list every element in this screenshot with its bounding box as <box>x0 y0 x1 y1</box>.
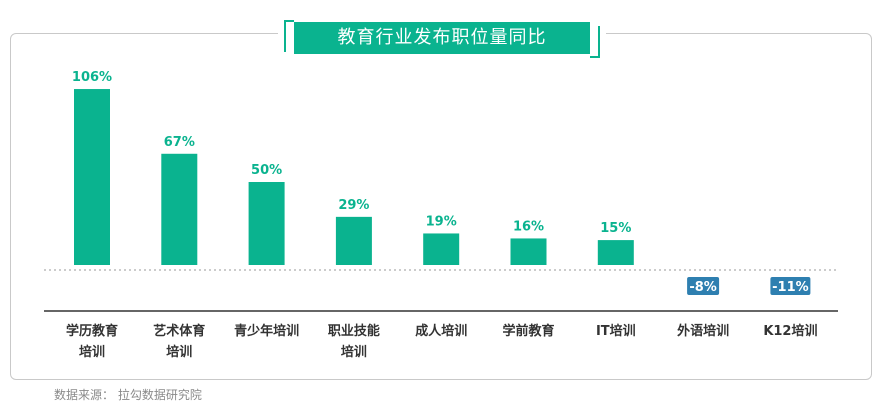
data-label-6: 15% <box>600 221 631 236</box>
category-label-3-line-0: 职业技能 <box>328 323 380 339</box>
data-label-bg-7 <box>687 277 720 295</box>
data-label-3: 29% <box>338 198 369 213</box>
category-label-2: 青少年培训 <box>234 323 299 339</box>
chart-title: 教育行业发布职位量同比 <box>294 22 590 54</box>
bar-4 <box>423 233 460 265</box>
bar-3 <box>335 216 372 265</box>
data-label-4: 19% <box>426 214 457 229</box>
category-label-1-line-0: 艺术体育 <box>153 323 205 339</box>
category-label-8: K12培训 <box>763 323 817 339</box>
title-bracket-right <box>590 26 600 58</box>
category-label-7: 外语培训 <box>676 323 729 339</box>
data-label-7: -8% <box>689 280 716 295</box>
category-label-3-line-1: 培训 <box>341 344 367 360</box>
bar-6 <box>597 240 634 265</box>
data-label-5: 16% <box>513 219 544 234</box>
category-label-4: 成人培训 <box>415 323 467 339</box>
data-source: 数据来源： 拉勾数据研究院 <box>54 388 202 402</box>
category-label-6: IT培训 <box>596 323 636 339</box>
data-label-0: 106% <box>72 70 112 85</box>
title-block: 教育行业发布职位量同比 <box>278 16 606 60</box>
data-label-bg-8 <box>770 277 811 295</box>
bar-5 <box>510 238 547 265</box>
data-label-2: 50% <box>251 163 282 178</box>
data-label-1: 67% <box>164 135 195 150</box>
data-label-8: -11% <box>772 280 809 295</box>
category-label-5: 学前教育 <box>502 323 554 339</box>
bar-1 <box>161 153 198 265</box>
category-label-0-line-0: 学历教育 <box>66 323 118 339</box>
category-label-1-line-1: 培训 <box>166 344 192 360</box>
category-label-0-line-1: 培训 <box>79 344 105 360</box>
bar-0 <box>74 89 110 265</box>
title-bracket-left <box>284 20 294 52</box>
bar-2 <box>248 182 285 265</box>
